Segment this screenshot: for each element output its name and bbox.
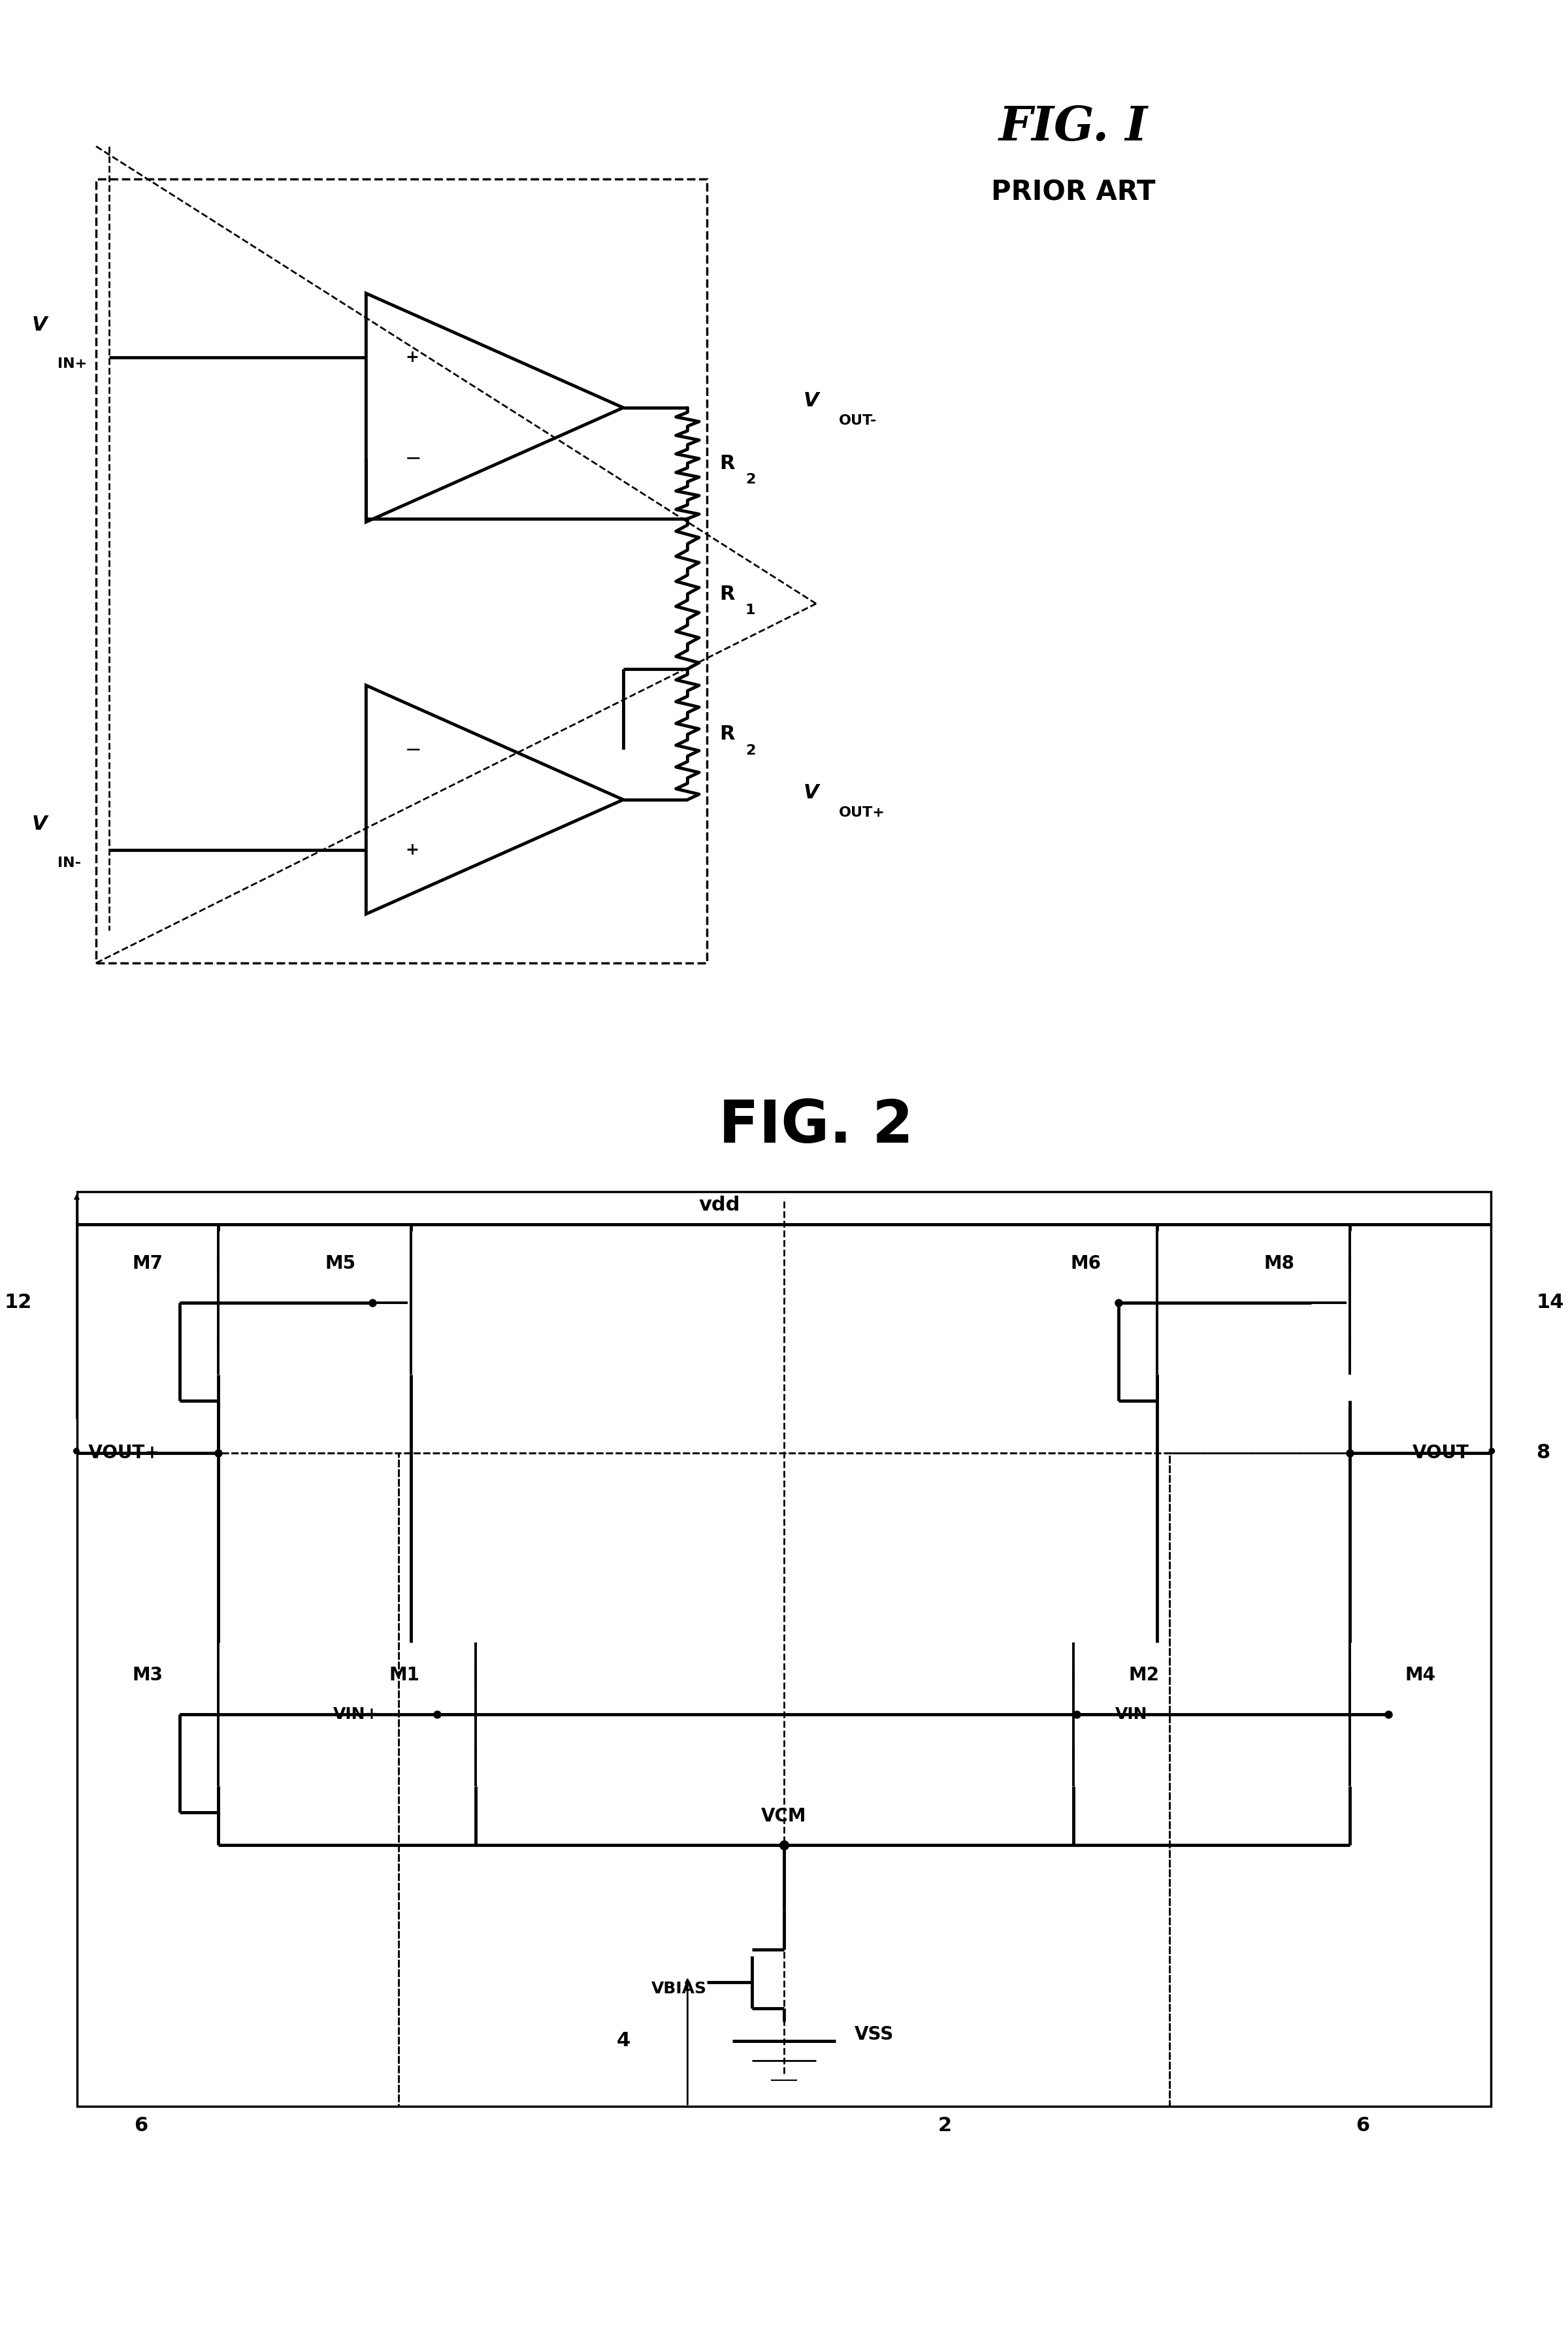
Text: 4: 4	[616, 2031, 630, 2050]
Text: OUT+: OUT+	[839, 806, 884, 820]
Text: R: R	[720, 584, 735, 602]
Text: VOUT-  •: VOUT- •	[1413, 1443, 1497, 1462]
Text: vdd: vdd	[699, 1196, 740, 1214]
Text: M2: M2	[1129, 1665, 1159, 1684]
Text: PRIOR ART: PRIOR ART	[991, 177, 1156, 205]
Text: $-$: $-$	[405, 740, 420, 759]
Text: 2: 2	[745, 474, 756, 486]
Bar	[1170, 1452, 1491, 2106]
Text: M4: M4	[1405, 1665, 1436, 1684]
Text: 14: 14	[1537, 1294, 1563, 1312]
Bar	[77, 1191, 1491, 2106]
Text: 8: 8	[1537, 1443, 1551, 1462]
Text: FIG. 2: FIG. 2	[718, 1097, 914, 1156]
Text: VBIAS: VBIAS	[651, 1980, 707, 1996]
Text: M3: M3	[132, 1665, 163, 1684]
Text: +: +	[406, 843, 419, 857]
Text: M1: M1	[389, 1665, 420, 1684]
Text: VIN+: VIN+	[332, 1707, 379, 1723]
Text: 12: 12	[5, 1294, 31, 1312]
Text: VIN-: VIN-	[1115, 1707, 1154, 1723]
Text: M8: M8	[1264, 1254, 1294, 1273]
Bar	[96, 180, 707, 962]
Text: +: +	[406, 350, 419, 364]
Text: FIG. I: FIG. I	[999, 103, 1148, 149]
Text: IN+: IN+	[58, 357, 88, 371]
Text: M6: M6	[1071, 1254, 1101, 1273]
Text: 1: 1	[745, 605, 756, 616]
Text: R: R	[720, 453, 735, 472]
Bar	[398, 1452, 1170, 2106]
Text: • VOUT+: • VOUT+	[71, 1443, 160, 1462]
Text: 6: 6	[1356, 2116, 1369, 2137]
Text: R: R	[720, 724, 735, 745]
Text: IN-: IN-	[58, 857, 82, 869]
Text: V: V	[31, 815, 47, 834]
Text: OUT-: OUT-	[839, 413, 877, 427]
Text: V: V	[803, 392, 818, 411]
Text: V: V	[803, 785, 818, 803]
Text: 2: 2	[745, 745, 756, 757]
Text: $-$: $-$	[405, 448, 420, 467]
Text: M5: M5	[325, 1254, 356, 1273]
Text: 2: 2	[938, 2116, 952, 2137]
Text: 6: 6	[135, 2116, 147, 2137]
Bar	[77, 1452, 398, 2106]
Text: VCM: VCM	[760, 1807, 806, 1826]
Text: VSS: VSS	[855, 2024, 894, 2043]
Text: M7: M7	[132, 1254, 163, 1273]
Text: V: V	[31, 315, 47, 334]
